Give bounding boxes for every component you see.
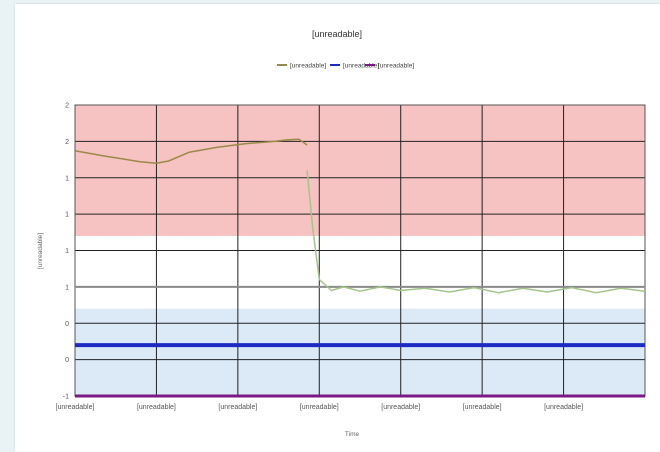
- x-tick-label: [unreadable]: [544, 404, 583, 411]
- legend-entry-label: [unreadable]: [343, 63, 379, 70]
- x-tick-label: [unreadable]: [463, 404, 502, 411]
- chart-title: [unreadable]: [312, 29, 362, 39]
- x-tick-label: [unreadable]: [137, 404, 176, 411]
- y-tick-label: 1: [65, 284, 69, 291]
- series-line-1: [74, 138, 308, 164]
- y-tick-label: 2: [65, 103, 69, 110]
- y-tick-label: 1: [65, 248, 69, 255]
- y-tick-label: -1: [63, 394, 69, 401]
- x-tick-label: [unreadable]: [300, 404, 339, 411]
- x-tick-label: [unreadable]: [218, 404, 257, 411]
- chart-legend: [unreadable] [unreadable][unreadable]: [277, 63, 414, 70]
- series-line-2: [306, 170, 646, 294]
- reference-lines: [75, 285, 645, 398]
- upper-band: [75, 105, 645, 236]
- y-tick-label: 2: [65, 139, 69, 146]
- x-tick-label: [unreadable]: [381, 404, 420, 411]
- x-tick-label: [unreadable]: [56, 404, 95, 411]
- axis-ticks: 2 2 1 1 1 1 0 0 -1 [unreadable] [unreadable] [unrea…: [56, 103, 584, 412]
- x-axis-title: Time: [345, 431, 360, 438]
- line-chart: [unreadable] [unreadable] [unreadable][un…: [37, 29, 646, 438]
- chart-panel: [unreadable] [unreadable] [unreadable] [un…: [15, 4, 660, 452]
- y-tick-label: 0: [65, 357, 69, 364]
- y-tick-label: 1: [65, 175, 69, 182]
- lower-band: [75, 308, 645, 396]
- legend-entry-label: [unreadable]: [290, 63, 326, 70]
- data-series: [74, 138, 646, 294]
- y-tick-label: 0: [65, 321, 69, 328]
- y-tick-label: 1: [65, 212, 69, 219]
- legend-entry-label: [unreadable]: [378, 63, 414, 70]
- y-axis-title: [unreadable]: [37, 233, 44, 269]
